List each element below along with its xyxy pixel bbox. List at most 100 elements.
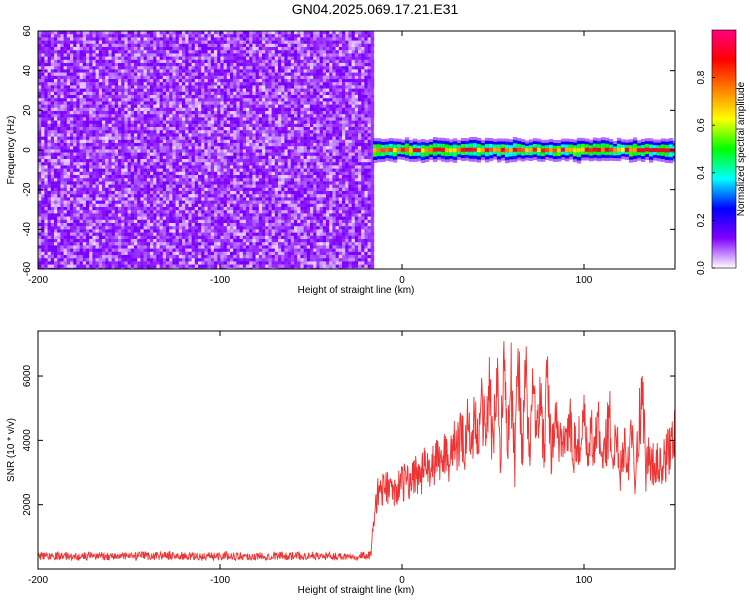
spectrogram-cell (191, 207, 195, 211)
spectrogram-cell (44, 168, 48, 172)
spectrogram-cell (223, 248, 227, 252)
spectrogram-cell (201, 213, 205, 217)
spectrogram-cell (95, 251, 99, 256)
spectrogram-cell (214, 114, 218, 118)
spectrogram-cell (159, 165, 163, 169)
spectrogram-cell (230, 181, 234, 185)
spectrogram-cell (134, 187, 138, 192)
spectrogram-cell (86, 258, 90, 262)
spectrogram-cell (169, 245, 173, 249)
spectrogram-cell (134, 123, 138, 128)
spectrogram-cell (226, 229, 231, 233)
spectrogram-cell (226, 123, 231, 128)
spectrogram-cell (50, 264, 55, 268)
spectrogram-cell (223, 66, 227, 70)
spectrogram-cell (239, 139, 243, 144)
spectrogram-cell (198, 207, 202, 211)
spectrogram-cell (137, 159, 141, 163)
spectrogram-cell (156, 120, 160, 124)
spectrogram-cell (95, 59, 99, 64)
spectrogram-cell (166, 91, 170, 96)
spectrogram-cell (92, 114, 96, 118)
spectrogram-cell (146, 261, 151, 265)
spectrogram-cell (111, 162, 115, 166)
spectrogram-cell (54, 255, 58, 259)
spectrogram-cell (249, 111, 253, 115)
spectrogram-cell (50, 130, 55, 134)
spectrogram-cell (54, 123, 58, 128)
spectrogram-cell (198, 219, 202, 224)
spectrogram-cell (182, 75, 186, 80)
spectrogram-cell (156, 191, 160, 195)
spectrogram-cell (153, 152, 157, 156)
spectrogram-cell (185, 120, 189, 124)
spectrogram-cell (233, 72, 237, 76)
spectrogram-cell (153, 226, 157, 230)
spectrogram-cell (230, 264, 234, 268)
spectrogram-cell (70, 203, 74, 208)
spectrogram-cell (98, 123, 103, 128)
spectrogram-cell (143, 34, 147, 38)
spectrogram-cell (182, 255, 186, 259)
spectrogram-cell (217, 248, 221, 252)
spectrogram-cell (38, 267, 42, 269)
spectrogram-cell (86, 82, 90, 86)
spectrogram-cell (191, 210, 195, 214)
spectrogram-cell (70, 95, 74, 99)
spectrogram-cell (95, 72, 99, 76)
spectrogram-cell (220, 155, 224, 160)
spectrogram-cell (137, 245, 141, 249)
spectrogram-cell (156, 261, 160, 265)
spectrogram-cell (207, 123, 211, 128)
spectrogram-cell (118, 66, 122, 70)
spectrogram-cell (66, 184, 71, 188)
spectrogram-cell (236, 258, 240, 262)
spectrogram-cell (102, 149, 106, 153)
spectrogram-cell (146, 117, 151, 121)
spectrogram-cell (137, 219, 141, 224)
spectrogram-cell (57, 117, 61, 121)
spectrogram-cell (210, 261, 215, 265)
spectrogram-cell (178, 79, 183, 83)
spectrogram-cell (246, 171, 250, 176)
spectrogram-cell (95, 91, 99, 96)
spectrogram-cell (230, 197, 234, 201)
spectrogram-cell (82, 123, 87, 128)
spectrogram-cell (236, 235, 240, 240)
spectrogram-cell (188, 101, 192, 105)
spectrogram-cell (169, 197, 173, 201)
spectrogram-cell (162, 53, 167, 57)
spectrogram-cell (242, 181, 247, 185)
spectrogram-cell (166, 98, 170, 102)
spectrogram-cell (95, 223, 99, 227)
spectrogram-cell (220, 53, 224, 57)
spectrogram-cell (124, 146, 128, 150)
spectrogram-cell (140, 159, 144, 163)
spectrogram-cell (214, 248, 218, 252)
spectrogram-cell (226, 187, 231, 192)
spectrogram-cell (242, 31, 247, 35)
spectrogram-cell (105, 143, 109, 147)
spectrogram-cell (70, 187, 74, 192)
spectrogram-cell (89, 152, 93, 156)
spectrogram-cell (143, 136, 147, 140)
spectrogram-cell (140, 82, 144, 86)
spectrogram-cell (162, 37, 167, 41)
spectrogram-cell (201, 264, 205, 268)
spectrogram-cell (76, 123, 80, 128)
spectrogram-cell (214, 223, 218, 227)
spectrogram-cell (198, 72, 202, 76)
spectrogram-cell (60, 162, 64, 166)
spectrogram-cell (89, 229, 93, 233)
spectrogram-cell (73, 248, 77, 252)
spectrogram-cell (137, 171, 141, 176)
spectrogram-cell (146, 178, 151, 182)
spectrogram-cell (57, 223, 61, 227)
spectrogram-cell (214, 136, 218, 140)
spectrogram-cell (175, 235, 179, 240)
spectrogram-cell (230, 203, 234, 208)
spectrogram-cell (172, 197, 176, 201)
spectrogram-cell (82, 95, 87, 99)
spectrogram-cell (127, 159, 131, 163)
spectrogram-cell (70, 152, 74, 156)
